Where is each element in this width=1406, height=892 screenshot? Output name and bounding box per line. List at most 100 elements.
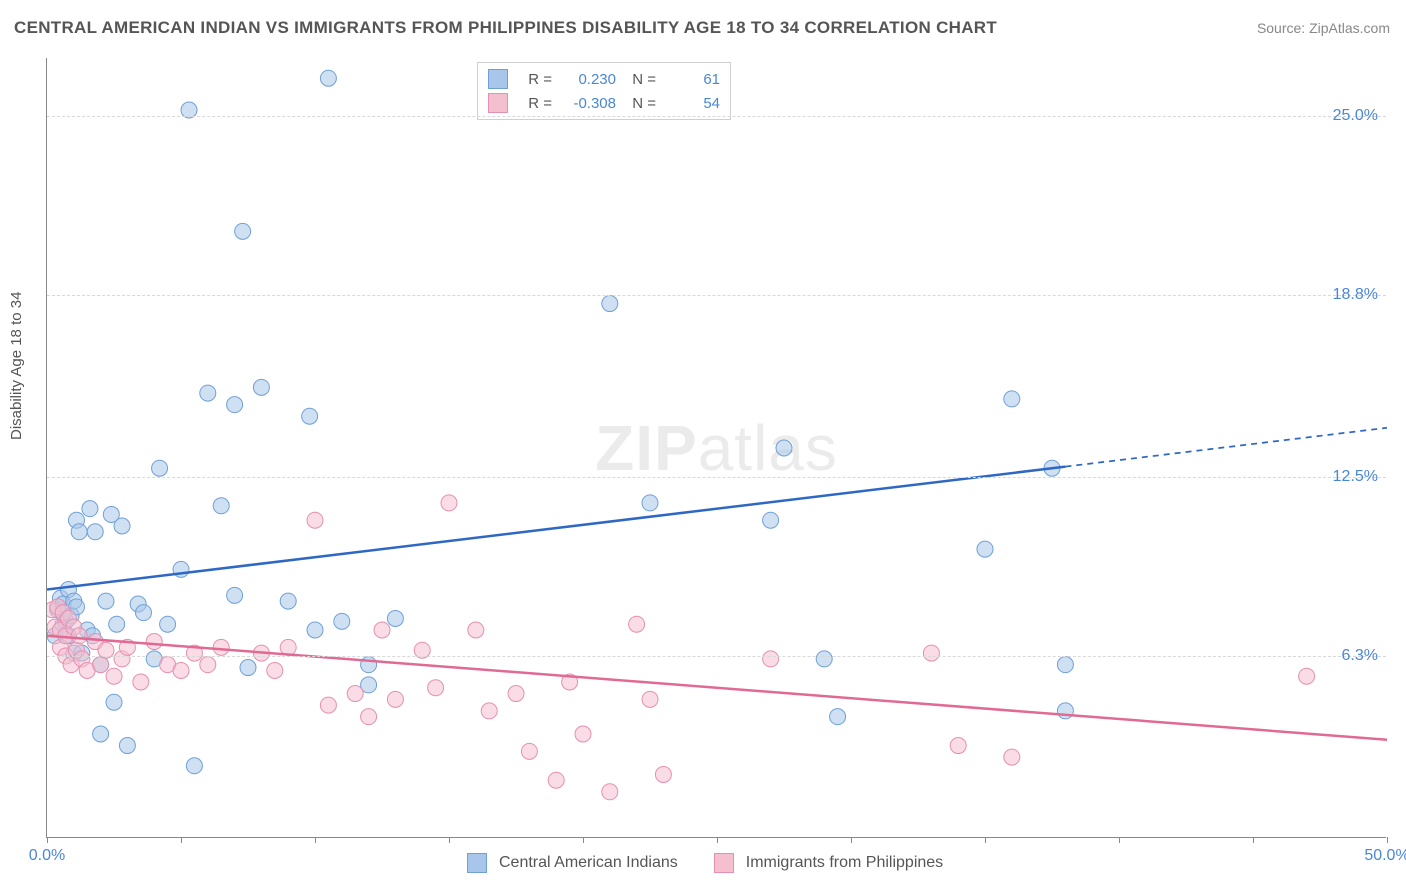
gridline-h xyxy=(47,656,1386,657)
data-point xyxy=(50,599,66,615)
data-point xyxy=(152,460,168,476)
data-point xyxy=(186,758,202,774)
data-point xyxy=(240,660,256,676)
data-point xyxy=(320,697,336,713)
data-point xyxy=(200,385,216,401)
x-tick xyxy=(1387,837,1388,843)
data-point xyxy=(441,495,457,511)
data-point xyxy=(830,709,846,725)
data-point xyxy=(79,622,95,638)
data-point xyxy=(655,766,671,782)
data-point xyxy=(816,651,832,667)
data-point xyxy=(55,596,71,612)
data-point xyxy=(58,628,74,644)
data-point xyxy=(361,677,377,693)
data-point xyxy=(60,628,76,644)
data-point xyxy=(1299,668,1315,684)
data-point xyxy=(387,691,403,707)
data-point xyxy=(235,223,251,239)
data-point xyxy=(508,686,524,702)
data-point xyxy=(1044,460,1060,476)
data-point xyxy=(977,541,993,557)
x-tick xyxy=(851,837,852,843)
data-point xyxy=(109,616,125,632)
data-point xyxy=(66,645,82,661)
data-point xyxy=(66,593,82,609)
data-point xyxy=(763,512,779,528)
data-point xyxy=(71,524,87,540)
legend-swatch xyxy=(714,853,734,873)
data-point xyxy=(63,657,79,673)
data-point xyxy=(58,613,74,629)
y-tick-label: 18.8% xyxy=(1333,286,1378,304)
data-point xyxy=(374,622,390,638)
legend-swatch xyxy=(488,69,508,89)
data-point xyxy=(85,628,101,644)
legend-n-label: N = xyxy=(626,71,656,88)
data-point xyxy=(950,738,966,754)
gridline-h xyxy=(47,295,1386,296)
x-tick xyxy=(181,837,182,843)
x-tick xyxy=(449,837,450,843)
data-point xyxy=(114,518,130,534)
data-point xyxy=(66,619,82,635)
data-point xyxy=(87,634,103,650)
legend-r-value: -0.308 xyxy=(562,95,616,112)
data-point xyxy=(60,582,76,598)
data-point xyxy=(87,524,103,540)
data-point xyxy=(280,639,296,655)
data-point xyxy=(160,616,176,632)
data-point xyxy=(74,645,90,661)
data-point xyxy=(575,726,591,742)
data-point xyxy=(320,70,336,86)
data-point xyxy=(47,619,63,635)
legend-stats-row: R =-0.308N =54 xyxy=(488,91,720,115)
data-point xyxy=(93,726,109,742)
data-point xyxy=(186,645,202,661)
legend-swatch xyxy=(488,93,508,113)
legend-stats: R =0.230N =61R =-0.308N =54 xyxy=(477,62,731,120)
data-point xyxy=(114,651,130,667)
legend-r-label: R = xyxy=(522,71,552,88)
data-point xyxy=(93,657,109,673)
regression-line xyxy=(47,636,1387,740)
data-point xyxy=(200,657,216,673)
data-point xyxy=(521,743,537,759)
x-tick xyxy=(1119,837,1120,843)
x-tick-label: 0.0% xyxy=(29,847,65,865)
data-point xyxy=(68,512,84,528)
legend-series-label: Central American Indians xyxy=(499,854,678,872)
data-point xyxy=(361,709,377,725)
watermark: ZIPatlas xyxy=(595,411,838,485)
data-point xyxy=(133,674,149,690)
data-point xyxy=(602,784,618,800)
y-tick-label: 25.0% xyxy=(1333,107,1378,125)
legend-n-label: N = xyxy=(626,95,656,112)
legend-r-value: 0.230 xyxy=(562,71,616,88)
x-tick xyxy=(985,837,986,843)
x-tick xyxy=(315,837,316,843)
data-point xyxy=(923,645,939,661)
data-point xyxy=(642,495,658,511)
x-tick-label: 50.0% xyxy=(1364,847,1406,865)
data-point xyxy=(1004,391,1020,407)
data-point xyxy=(52,590,68,606)
data-point xyxy=(55,605,71,621)
data-point xyxy=(227,397,243,413)
data-point xyxy=(47,602,60,618)
gridline-h xyxy=(47,477,1386,478)
legend-series-item: Central American Indians xyxy=(467,853,678,873)
data-point xyxy=(63,608,79,624)
data-point xyxy=(227,587,243,603)
x-tick xyxy=(717,837,718,843)
data-point xyxy=(629,616,645,632)
legend-series-label: Immigrants from Philippines xyxy=(746,854,943,872)
y-tick-label: 12.5% xyxy=(1333,468,1378,486)
data-point xyxy=(468,622,484,638)
legend-stats-row: R =0.230N =61 xyxy=(488,67,720,91)
gridline-h xyxy=(47,116,1386,117)
source-label: Source: ZipAtlas.com xyxy=(1257,20,1390,36)
data-point xyxy=(106,694,122,710)
data-point xyxy=(253,645,269,661)
data-point xyxy=(602,296,618,312)
